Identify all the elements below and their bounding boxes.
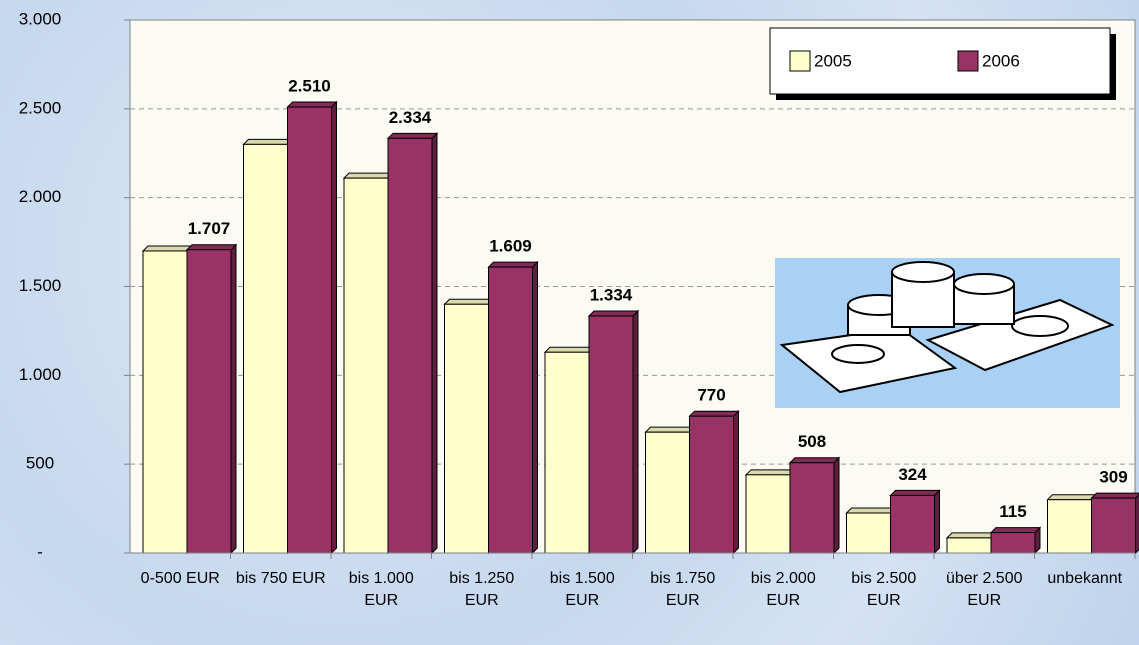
bar [946, 537, 992, 554]
bar-top [487, 261, 539, 268]
y-tick-label: 2.500 [19, 98, 62, 117]
bar [1047, 499, 1092, 554]
y-tick-label: 1.000 [19, 365, 62, 384]
bar [645, 431, 690, 554]
bar [689, 415, 734, 554]
value-label: 309 [1099, 468, 1127, 487]
bar-side [632, 309, 639, 555]
bar-side [431, 132, 438, 555]
bar-side [833, 456, 840, 555]
legend: 2005 2006 [769, 27, 1116, 100]
bar-top [242, 138, 294, 145]
x-tick-label: bis 2.000 EUR [750, 570, 816, 609]
y-tick-label: - [37, 542, 43, 561]
bar [990, 532, 1036, 554]
bar-top [889, 489, 941, 496]
bar [789, 462, 835, 554]
bar-top [688, 410, 740, 417]
marks [130, 100, 1139, 555]
bar-side [331, 100, 337, 555]
value-label: 324 [898, 465, 927, 484]
bar-top [543, 346, 596, 353]
bar [890, 494, 935, 554]
bar [186, 249, 232, 554]
legend-label: 2006 [982, 51, 1020, 70]
x-tick-label: bis 1.000 EUR [348, 570, 414, 609]
x-tick-label: bis 1.250 EUR [449, 570, 515, 609]
value-label: 115 [999, 502, 1026, 521]
bar-top [744, 469, 797, 476]
bar-side [532, 260, 538, 555]
bar [846, 512, 891, 554]
bar-top [587, 310, 640, 317]
bar-top [1090, 492, 1139, 499]
legend-label: 2005 [814, 51, 852, 70]
bar-top [342, 172, 395, 179]
bar [1091, 497, 1136, 554]
value-label: 1.707 [188, 219, 231, 238]
value-label: 1.334 [590, 285, 633, 304]
bar-top [286, 101, 338, 108]
value-label: 508 [798, 432, 826, 451]
bar [343, 177, 389, 554]
bar-side [1135, 493, 1139, 555]
bar-top [141, 245, 194, 252]
x-tick-label: bis 1.750 EUR [650, 570, 716, 609]
y-tick-label: 1.500 [19, 276, 62, 295]
bar-top [989, 527, 1042, 534]
bar [142, 250, 188, 554]
bar-side [934, 489, 940, 555]
bar-top [185, 244, 238, 251]
bar-top [788, 457, 841, 464]
bar [387, 137, 433, 554]
value-label: 1.609 [489, 237, 532, 256]
y-tick-label: 2.000 [19, 187, 62, 206]
y-tick-label: 500 [26, 454, 54, 473]
bar [287, 106, 332, 554]
value-label: 770 [697, 386, 725, 405]
legend-swatch [789, 50, 811, 72]
x-tick-label: über 2.500 EUR [945, 570, 1023, 609]
bar-top [945, 532, 998, 539]
x-tick-label: bis 1.500 EUR [549, 570, 615, 609]
bar-top [386, 132, 439, 139]
bar-side [230, 243, 237, 555]
bar [243, 143, 288, 554]
bar-top [845, 507, 897, 514]
x-tick-label: unbekannt [1047, 570, 1123, 587]
bar-top [644, 426, 696, 433]
legend-swatch [957, 50, 979, 72]
y-tick-label: 3.000 [19, 9, 62, 28]
bar-top [443, 298, 495, 305]
x-tick-label: bis 750 EUR [235, 570, 326, 587]
bar [588, 315, 634, 554]
bar [544, 351, 590, 554]
bar-top [1046, 494, 1098, 501]
bar [488, 266, 533, 554]
x-tick-label: bis 2.500 EUR [851, 570, 917, 609]
value-label: 2.510 [288, 77, 331, 96]
bar [745, 474, 791, 554]
clip-art [775, 258, 1120, 408]
x-tick-label: 0-500 EUR [140, 570, 220, 587]
value-label: 2.334 [389, 108, 432, 127]
bar-side [733, 409, 739, 555]
bar [444, 303, 489, 554]
